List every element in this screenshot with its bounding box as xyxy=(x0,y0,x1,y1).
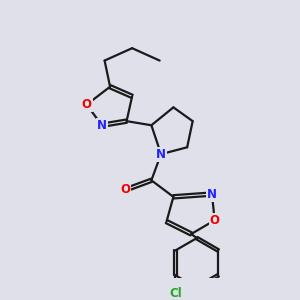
Text: N: N xyxy=(207,188,217,201)
Text: N: N xyxy=(97,119,107,132)
Text: O: O xyxy=(82,98,92,111)
Text: N: N xyxy=(156,148,166,161)
Text: O: O xyxy=(120,183,130,196)
Text: O: O xyxy=(210,214,220,227)
Text: Cl: Cl xyxy=(169,287,182,300)
